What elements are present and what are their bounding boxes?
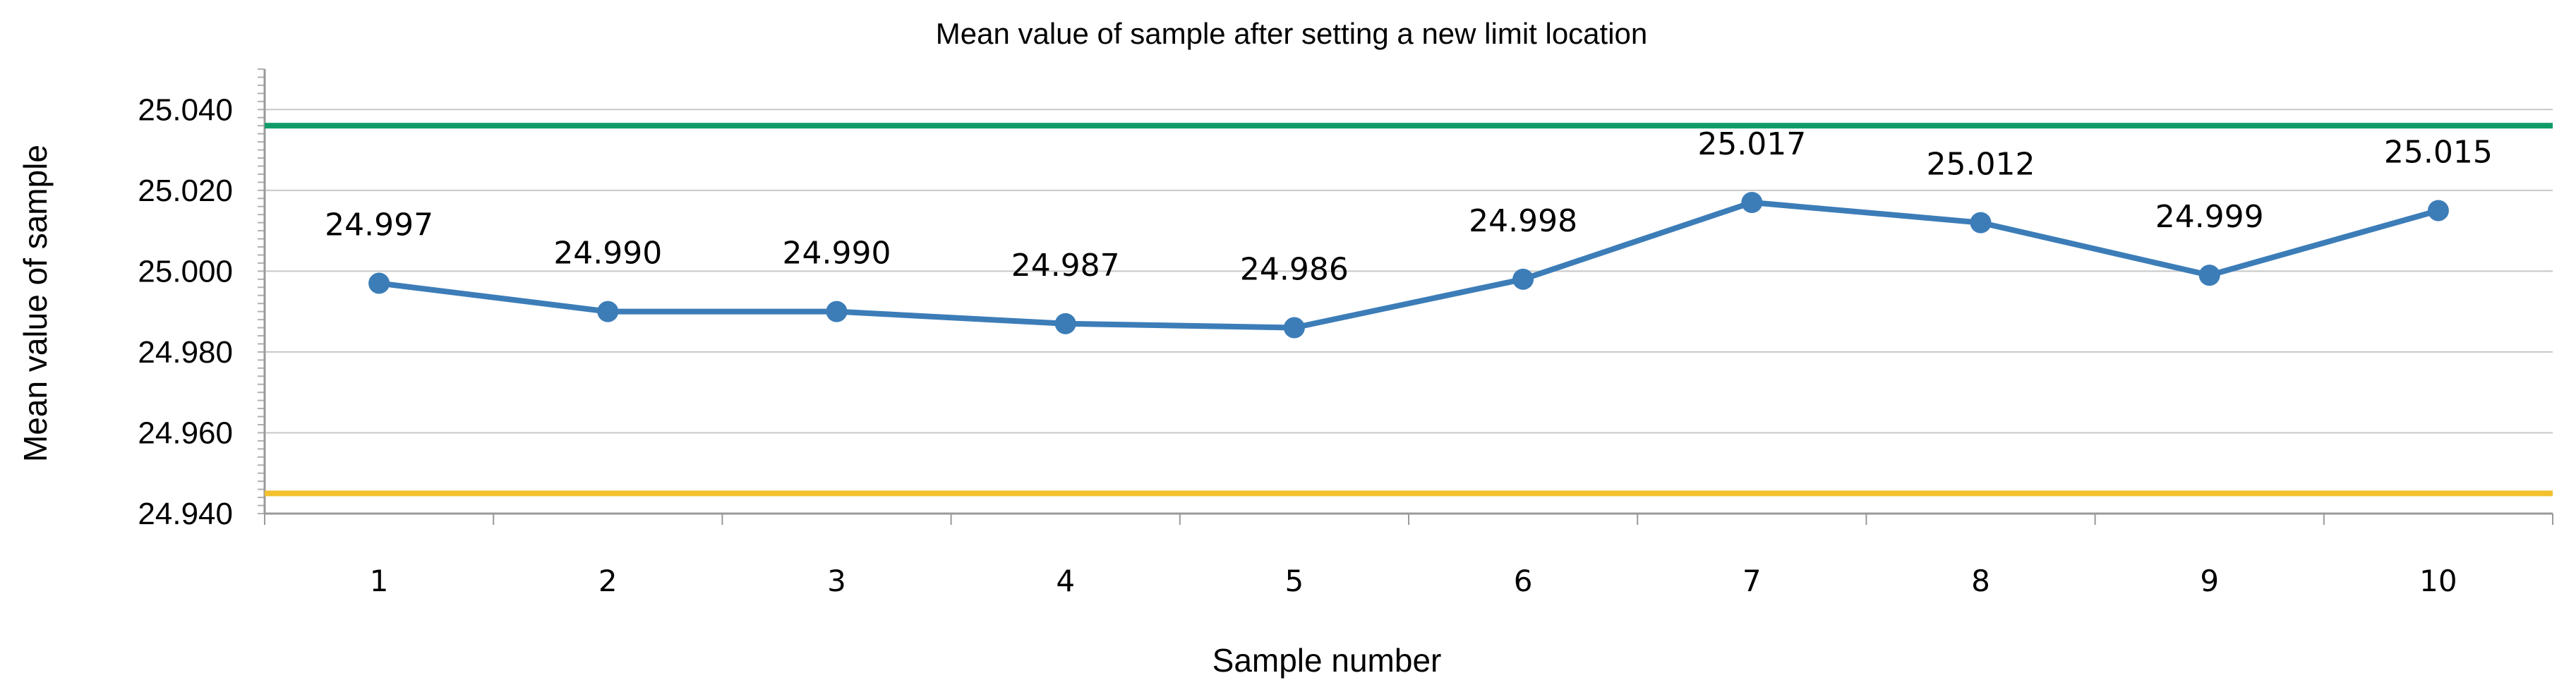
data-point — [1741, 192, 1763, 213]
data-label: 25.012 — [1927, 147, 2035, 183]
x-tick-label: 3 — [827, 564, 846, 598]
x-tick-label: 2 — [598, 564, 618, 598]
y-tick-label: 25.000 — [138, 254, 233, 289]
data-label: 25.015 — [2384, 134, 2493, 170]
data-point — [2198, 265, 2220, 286]
data-point — [1283, 317, 1305, 339]
x-tick-label: 8 — [1971, 564, 1990, 598]
data-point — [2427, 200, 2449, 222]
axes: 24.940 24.960 24.980 25.000 25.020 25.040 1 2 3 4… — [138, 68, 2553, 598]
data-label: 24.997 — [325, 207, 433, 243]
data-label: 24.990 — [553, 236, 662, 272]
series-line — [378, 200, 2439, 331]
y-tick-label: 25.040 — [138, 92, 233, 127]
data-labels: 24.997 24.990 24.990 24.987 24.986 24.998 25.0… — [325, 126, 2493, 288]
y-tick-label: 25.020 — [138, 174, 233, 208]
data-point — [1970, 212, 1992, 234]
x-tick-label: 6 — [1514, 564, 1533, 598]
data-point — [1512, 268, 1534, 290]
data-series — [368, 192, 2449, 339]
x-axis-title: Sample number — [1212, 642, 1442, 679]
x-tick-label: 1 — [370, 564, 389, 598]
data-point — [1054, 313, 1076, 334]
data-label: 24.998 — [1469, 203, 1577, 239]
x-tick-label: 4 — [1056, 564, 1075, 598]
x-tick-label: 7 — [1743, 564, 1762, 598]
data-label: 24.987 — [1011, 248, 1120, 284]
y-tick-label: 24.960 — [138, 416, 233, 450]
x-tick-label: 9 — [2200, 564, 2219, 598]
y-tick-label: 24.980 — [138, 335, 233, 370]
data-label: 24.986 — [1240, 252, 1349, 288]
data-point — [826, 301, 848, 322]
data-label: 24.990 — [783, 236, 891, 272]
reference-lines — [265, 123, 2553, 497]
x-tick-label: 10 — [2419, 564, 2457, 598]
data-label: 24.999 — [2155, 199, 2264, 235]
gridlines — [265, 109, 2553, 434]
chart-title: Mean value of sample after setting a new… — [936, 17, 1648, 50]
data-label: 25.017 — [1697, 126, 1806, 162]
y-tick-label: 24.940 — [138, 497, 233, 531]
y-axis-title: Mean value of sample — [17, 145, 54, 462]
data-point — [597, 301, 619, 322]
x-tick-label: 5 — [1285, 564, 1304, 598]
data-point — [368, 272, 390, 294]
